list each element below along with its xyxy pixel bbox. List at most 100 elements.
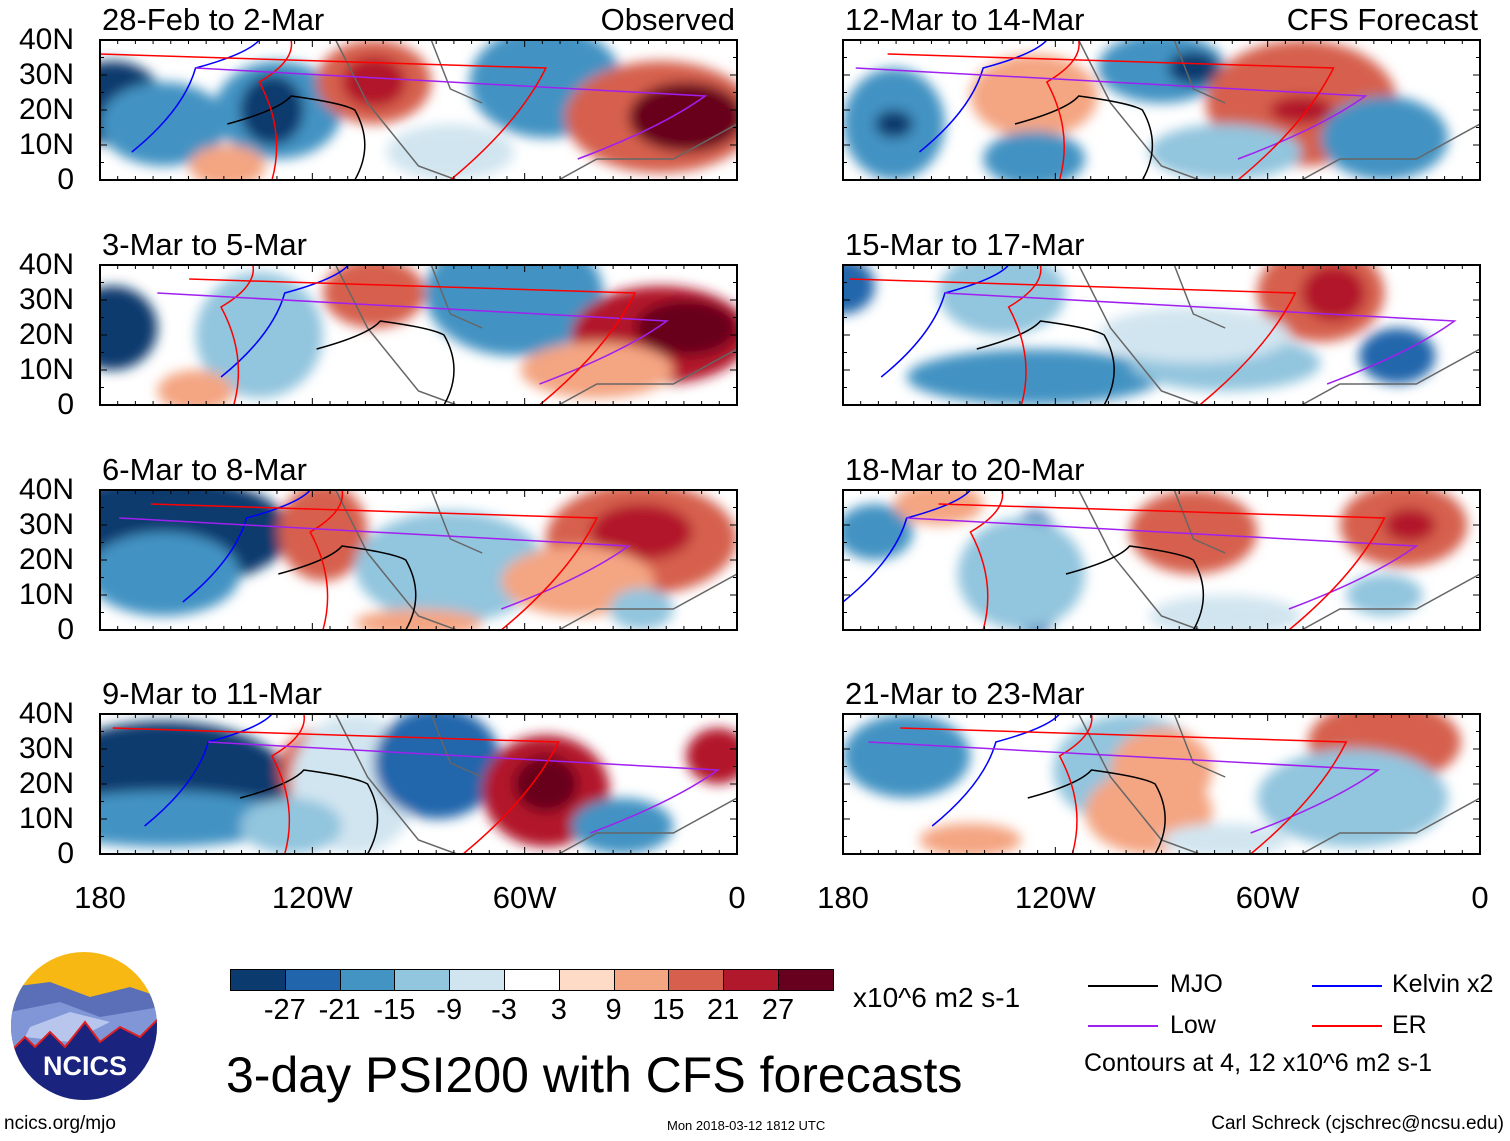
y-tick-label: 20N: [18, 767, 74, 800]
x-tick-label: 60W: [1235, 880, 1300, 915]
wave-contour: [278, 545, 417, 630]
colorbar-units: x10^6 m2 s-1: [853, 982, 1021, 1013]
x-tick-label: 120W: [271, 880, 353, 915]
field-contour: [874, 110, 914, 138]
field-contour: [635, 300, 737, 356]
coastline: [335, 265, 737, 405]
wave-contour: [918, 40, 1048, 153]
wave-contour: [316, 320, 455, 405]
coastline: [1078, 714, 1480, 854]
field-contour: [1148, 124, 1302, 180]
field-contour: [1358, 328, 1436, 384]
footer-url: ncics.org/mjo: [4, 1113, 116, 1134]
coastline: [1078, 490, 1480, 630]
wave-contour: [868, 741, 1381, 834]
colorbar-swatch: [449, 969, 505, 991]
wave-contour: [1045, 40, 1080, 180]
field-contour: [1257, 749, 1449, 847]
y-tick-label: 0: [57, 163, 74, 196]
field-contour: [1384, 508, 1436, 542]
field-contour: [970, 54, 1098, 138]
field-contour: [100, 82, 228, 166]
wave-contour: [887, 53, 1335, 180]
panel-title: 6-Mar to 8-Mar: [102, 452, 307, 487]
field-contour: [983, 131, 1086, 180]
wave-contour: [976, 320, 1115, 405]
colorbar-label: 21: [707, 994, 740, 1026]
field-contour: [1097, 307, 1289, 363]
colorbar-label: -9: [436, 994, 463, 1026]
field-contour: [354, 609, 483, 630]
map-panel: [843, 40, 1480, 180]
panel-title: 21-Mar to 23-Mar: [845, 676, 1085, 711]
wave-contour: [900, 727, 1348, 854]
wave-contour: [227, 95, 366, 180]
field-contour: [843, 714, 971, 798]
colorbar-swatch: [284, 969, 341, 991]
wave-contour: [969, 490, 1004, 630]
wave-contour: [855, 67, 1368, 160]
field-contour: [1301, 265, 1366, 321]
y-tick-label: 10N: [18, 353, 74, 386]
x-tick-label: 180: [817, 880, 869, 915]
field-contour: [386, 124, 515, 180]
legend-swatch-kelvin: [1312, 985, 1382, 987]
footer-author: Carl Schreck (cjschrec@ncsu.edu): [1211, 1113, 1504, 1134]
field-contour: [919, 823, 1022, 854]
field-contour: [100, 286, 158, 370]
y-tick-label: 20N: [18, 318, 74, 351]
panel-title: 3-Mar to 5-Mar: [102, 227, 307, 262]
field-contour: [1110, 728, 1213, 812]
field-contour: [240, 798, 343, 854]
wave-contour: [195, 67, 708, 160]
wave-contour: [843, 490, 971, 603]
legend-label-kelvin: Kelvin x2: [1392, 970, 1494, 998]
y-tick-label: 40N: [18, 23, 74, 56]
panel-tag: CFS Forecast: [1286, 2, 1478, 37]
y-tick-label: 0: [57, 613, 74, 646]
wave-contour: [309, 490, 344, 630]
y-tick-label: 30N: [18, 58, 74, 91]
legend-swatch-mjo: [1088, 985, 1158, 987]
colorbar-label: -27: [263, 994, 306, 1026]
y-tick-label: 40N: [18, 473, 74, 506]
field-contour: [100, 532, 241, 616]
wave-contour: [112, 727, 560, 854]
y-tick-label: 0: [57, 388, 74, 421]
colorbar-swatch: [723, 969, 779, 991]
wave-contour: [944, 292, 1457, 385]
colorbar-label: 9: [605, 994, 622, 1026]
field-contour: [278, 490, 368, 581]
y-tick-label: 20N: [18, 543, 74, 576]
y-tick-label: 10N: [18, 578, 74, 611]
wave-contour: [1014, 95, 1154, 180]
wave-contour: [270, 714, 305, 854]
wave-contour: [119, 517, 631, 610]
wave-contour: [1007, 265, 1042, 405]
wave-contour: [931, 714, 1061, 827]
x-tick-label: 180: [74, 880, 126, 915]
wave-contour: [1058, 714, 1093, 854]
contour-note: Contours at 4, 12 x10^6 m2 s-1: [1084, 1049, 1433, 1077]
wave-contour: [131, 40, 260, 153]
coastline: [1078, 40, 1480, 180]
wave-contour: [938, 503, 1386, 630]
wave-contour: [150, 503, 599, 630]
map-panel: [843, 490, 1480, 630]
colorbar-label: 3: [550, 994, 567, 1026]
map-panel: [843, 265, 1480, 405]
wave-contour: [189, 278, 637, 405]
field-contour: [843, 265, 875, 314]
field-contour: [1161, 823, 1289, 854]
coastline: [1078, 265, 1480, 405]
wave-contour: [182, 490, 311, 603]
field-contour: [373, 714, 502, 819]
y-tick-label: 40N: [18, 697, 74, 730]
legend-label-mjo: MJO: [1170, 970, 1223, 998]
wave-contour: [880, 265, 1010, 378]
field-contour: [157, 370, 234, 405]
wave-contour: [208, 741, 721, 834]
colorbar-label: -3: [491, 994, 517, 1026]
panel-title: 9-Mar to 11-Mar: [102, 676, 322, 711]
coastline: [335, 490, 737, 630]
